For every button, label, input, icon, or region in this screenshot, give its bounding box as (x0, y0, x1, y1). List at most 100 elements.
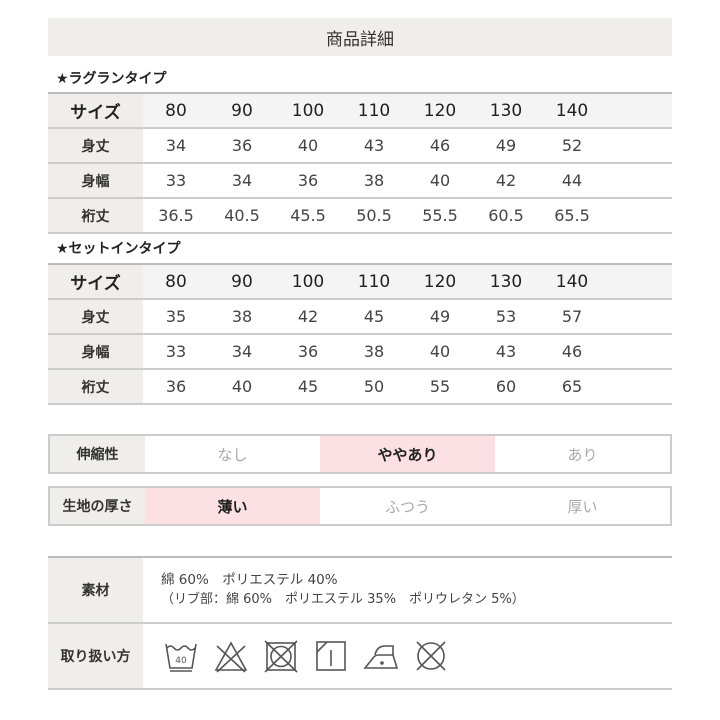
table-cell: 36.5 (143, 198, 209, 234)
table-cell: 44 (539, 163, 605, 199)
row-label: 裄丈 (48, 198, 143, 234)
setin-section-label: ★セットインタイプ (56, 241, 181, 257)
row-label: サイズ (48, 264, 143, 300)
table-cell: 60 (473, 369, 539, 405)
raglan-size-table: サイズ 80 90 100 110 120 130 140 身丈 34 36 40 43 46 49 52 身幅… (48, 92, 672, 234)
thickness-label: 生地の厚さ (50, 488, 145, 524)
table-row: 裄丈 36.5 40.5 45.5 50.5 55.5 60.5 65.5 (48, 198, 672, 234)
table-cell: 90 (209, 264, 275, 300)
table-row: サイズ 80 90 100 110 120 130 140 (48, 264, 672, 300)
row-label: 身幅 (48, 334, 143, 370)
table-cell: 36 (209, 128, 275, 164)
table-cell: 38 (341, 334, 407, 370)
table-cell: 49 (473, 128, 539, 164)
table-cell: 38 (209, 299, 275, 335)
stretch-option: なし (217, 445, 248, 464)
table-cell: 120 (407, 264, 473, 300)
table-cell: 45 (275, 369, 341, 405)
table-cell-spacer (605, 93, 672, 129)
thickness-option: 厚い (567, 497, 598, 516)
raglan-section-label: ★ラグランタイプ (56, 71, 167, 87)
table-row: 裄丈 36 40 45 50 55 60 65 (48, 369, 672, 405)
table-cell: 55 (407, 369, 473, 405)
table-cell: 34 (209, 334, 275, 370)
wash-temp-label: 40 (175, 656, 187, 666)
care-row: 取り扱い方 40 (48, 624, 672, 690)
care-label: 取り扱い方 (48, 624, 143, 688)
table-cell-spacer (605, 163, 672, 199)
table-cell: 50 (341, 369, 407, 405)
table-cell: 45 (341, 299, 407, 335)
table-cell: 80 (143, 93, 209, 129)
table-cell-spacer (605, 264, 672, 300)
table-cell: 53 (473, 299, 539, 335)
setin-size-table: サイズ 80 90 100 110 120 130 140 身丈 35 38 42 45 49 53 57 身幅… (48, 263, 672, 405)
table-cell: 100 (275, 93, 341, 129)
material-row: 素材 綿 60% ポリエステル 40% （リブ部：綿 60% ポリエステル 35… (48, 558, 672, 624)
table-cell: 40.5 (209, 198, 275, 234)
table-cell: 36 (143, 369, 209, 405)
table-cell: 120 (407, 93, 473, 129)
table-cell: 100 (275, 264, 341, 300)
table-cell: 40 (407, 163, 473, 199)
thickness-scale: 生地の厚さ 薄い ふつう 厚い (48, 486, 672, 526)
table-cell: 35 (143, 299, 209, 335)
table-cell: 140 (539, 93, 605, 129)
table-cell: 140 (539, 264, 605, 300)
table-cell: 38 (341, 163, 407, 199)
no-dry-clean-icon (416, 641, 446, 671)
thickness-option: 薄い (145, 488, 320, 524)
table-cell-spacer (605, 369, 672, 405)
table-cell-spacer (605, 198, 672, 234)
page-title: 商品詳細 (48, 18, 672, 56)
table-cell: 40 (275, 128, 341, 164)
material-rib: （リブ部：綿 60% ポリエステル 35% ポリウレタン 5%） (161, 592, 525, 607)
table-row: 身幅 33 34 36 38 40 43 46 (48, 334, 672, 370)
table-cell: 130 (473, 264, 539, 300)
table-cell: 33 (143, 334, 209, 370)
table-row: 身丈 34 36 40 43 46 49 52 (48, 128, 672, 164)
table-cell: 46 (539, 334, 605, 370)
stretch-scale: 伸縮性 なし ややあり あり (48, 434, 672, 474)
table-cell: 36 (275, 334, 341, 370)
table-cell: 34 (143, 128, 209, 164)
table-cell: 130 (473, 93, 539, 129)
iron-low-icon (363, 645, 399, 669)
table-row: 身丈 35 38 42 45 49 53 57 (48, 299, 672, 335)
table-cell: 34 (209, 163, 275, 199)
table-cell: 42 (275, 299, 341, 335)
stretch-option: ややあり (320, 436, 495, 472)
hang-dry-shade-icon (316, 641, 346, 671)
table-cell: 57 (539, 299, 605, 335)
row-label: 裄丈 (48, 369, 143, 405)
table-cell: 65.5 (539, 198, 605, 234)
table-cell-spacer (605, 334, 672, 370)
stretch-label: 伸縮性 (50, 436, 145, 472)
row-label: 身丈 (48, 128, 143, 164)
table-cell: 33 (143, 163, 209, 199)
table-row: サイズ 80 90 100 110 120 130 140 (48, 93, 672, 129)
table-cell-spacer (605, 299, 672, 335)
wash-40-icon: 40 (165, 643, 197, 672)
table-cell: 90 (209, 93, 275, 129)
table-cell: 42 (473, 163, 539, 199)
row-label: 身丈 (48, 299, 143, 335)
no-bleach-icon (214, 641, 248, 673)
material-label: 素材 (48, 558, 143, 622)
table-cell: 45.5 (275, 198, 341, 234)
row-label: サイズ (48, 93, 143, 129)
table-cell: 110 (341, 264, 407, 300)
table-cell: 52 (539, 128, 605, 164)
material-main: 綿 60% ポリエステル 40% (161, 572, 338, 588)
table-cell: 40 (407, 334, 473, 370)
table-cell: 36 (275, 163, 341, 199)
table-cell: 43 (473, 334, 539, 370)
table-row: 身幅 33 34 36 38 40 42 44 (48, 163, 672, 199)
table-cell: 65 (539, 369, 605, 405)
table-cell: 40 (209, 369, 275, 405)
thickness-option: ふつう (384, 497, 430, 516)
row-label: 身幅 (48, 163, 143, 199)
table-cell: 50.5 (341, 198, 407, 234)
table-cell: 110 (341, 93, 407, 129)
info-table: 素材 綿 60% ポリエステル 40% （リブ部：綿 60% ポリエステル 35… (48, 556, 672, 690)
